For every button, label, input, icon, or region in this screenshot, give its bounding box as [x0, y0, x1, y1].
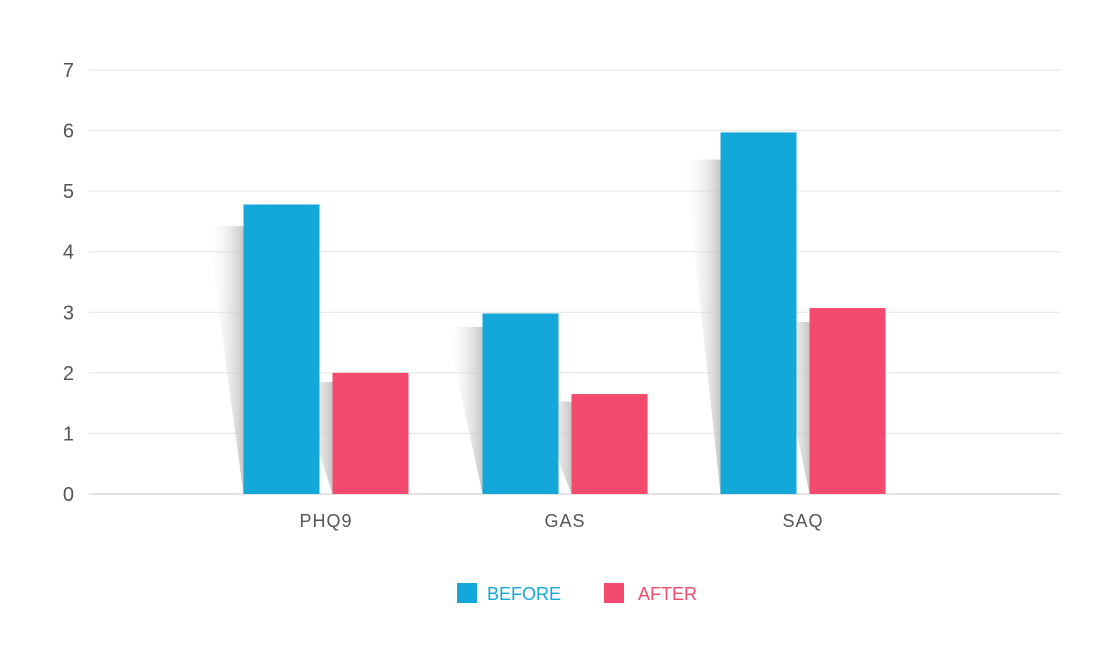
bar-before-phq9: [243, 204, 320, 494]
y-tick-label: 1: [63, 423, 74, 445]
x-axis: PHQ9 GAS SAQ: [299, 511, 823, 531]
legend-label: AFTER: [638, 584, 697, 604]
legend-swatch: [457, 583, 477, 603]
bar-shadow: [684, 159, 721, 494]
y-tick-label: 3: [63, 302, 74, 324]
y-axis: 0 1 2 3 4 5 6 7: [63, 60, 74, 506]
y-tick-label: 0: [63, 484, 74, 506]
legend-item-before: BEFORE: [457, 583, 561, 604]
y-tick-label: 6: [63, 121, 74, 143]
x-tick-label: SAQ: [782, 511, 823, 531]
legend-label: BEFORE: [487, 584, 561, 604]
y-tick-label: 4: [63, 242, 74, 264]
bar-before-saq: [720, 132, 797, 495]
bar-before-gas: [482, 313, 559, 494]
bar-shadow: [446, 327, 483, 494]
y-tick-label: 2: [63, 363, 74, 385]
bars: [243, 132, 886, 495]
bar-after-phq9: [332, 372, 409, 494]
y-tick-label: 7: [63, 60, 74, 82]
y-tick-label: 5: [63, 181, 74, 203]
bar-shadow: [207, 226, 244, 495]
bar-after-gas: [571, 394, 648, 494]
legend-item-after: AFTER: [604, 583, 697, 604]
bar-after-saq: [809, 308, 886, 494]
x-tick-label: PHQ9: [299, 511, 352, 531]
legend: BEFORE AFTER: [457, 583, 697, 604]
legend-swatch: [604, 583, 624, 603]
x-tick-label: GAS: [544, 511, 585, 531]
